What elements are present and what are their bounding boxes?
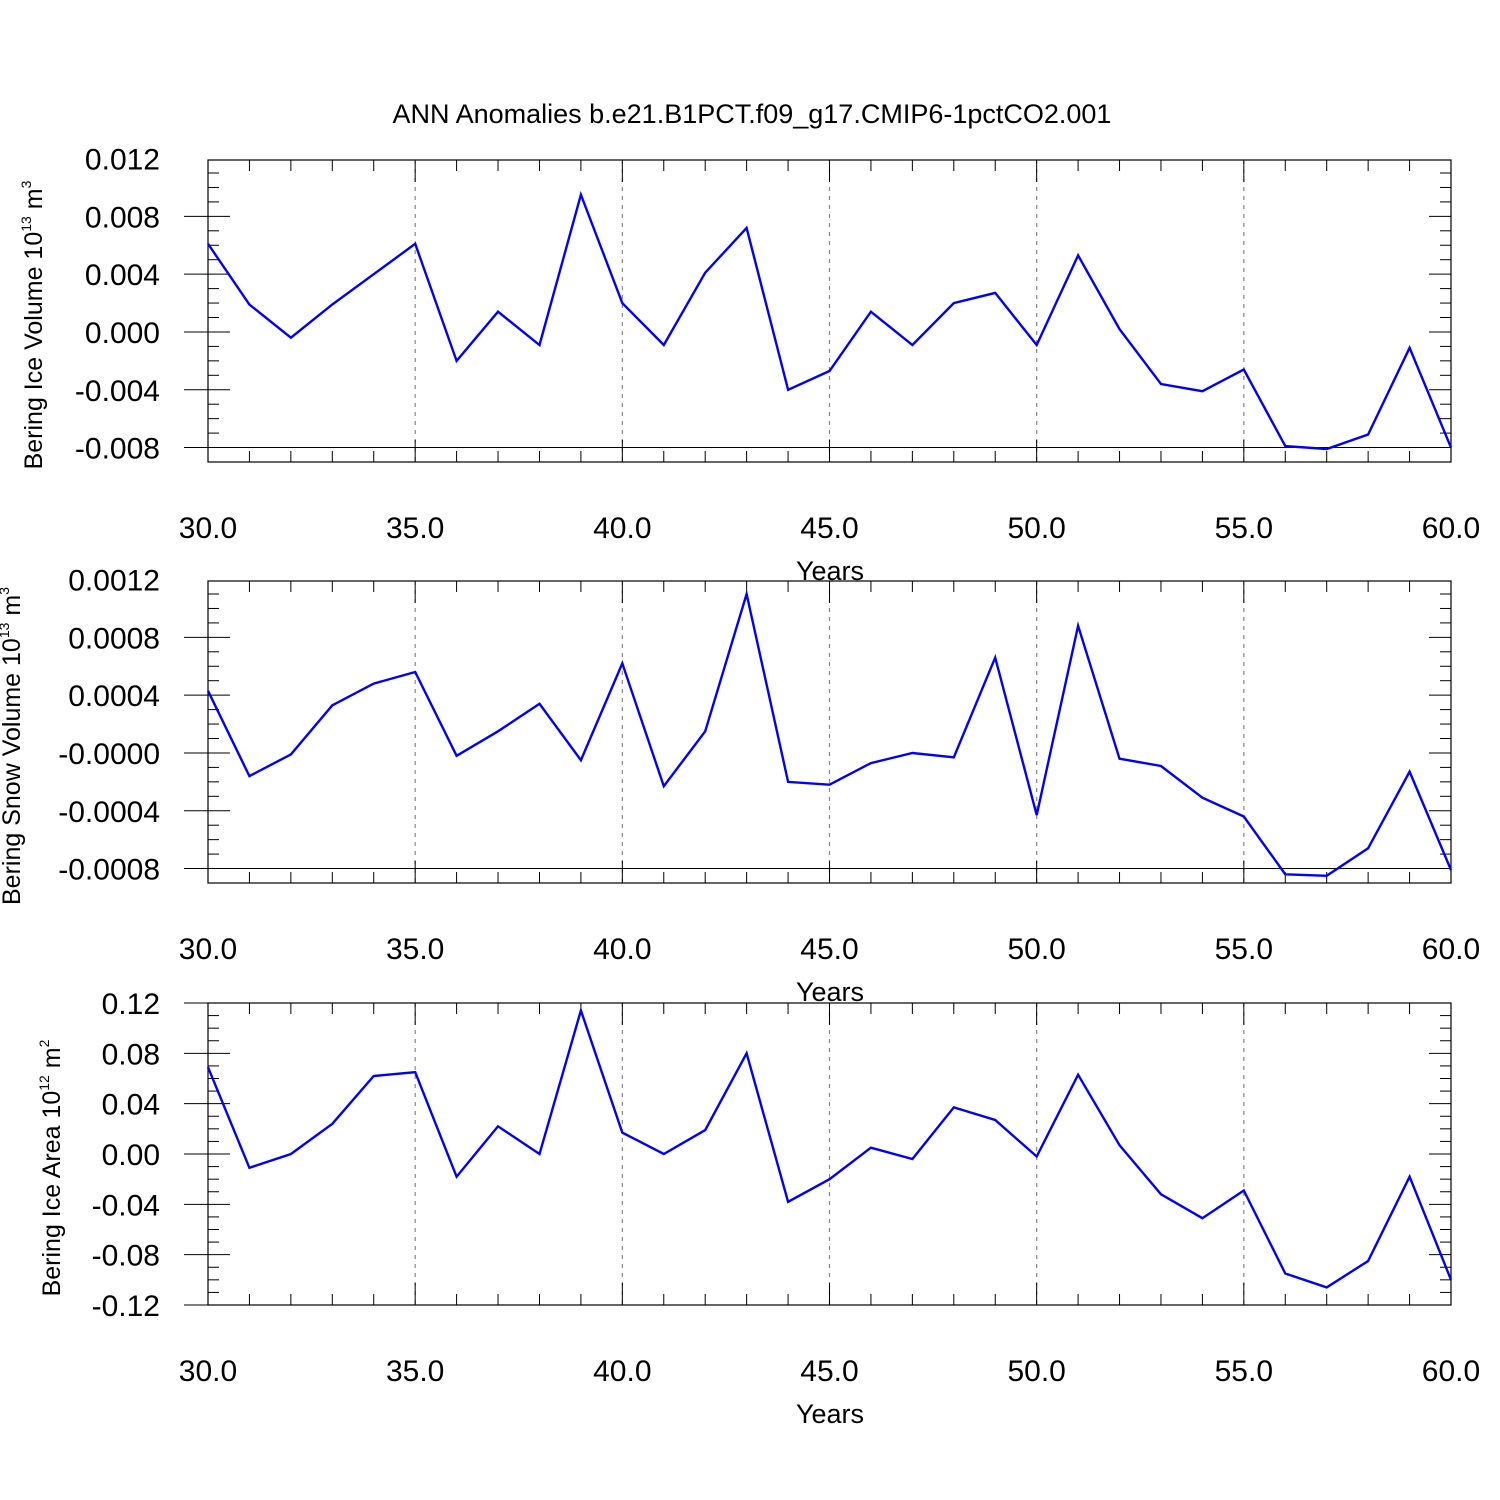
y-tick-label: -0.12 — [92, 1290, 160, 1323]
figure-title: ANN Anomalies b.e21.B1PCT.f09_g17.CMIP6-… — [393, 99, 1112, 129]
x-tick-label: 45.0 — [800, 512, 858, 545]
y-tick-label: -0.0004 — [58, 796, 160, 829]
y-axis-label: Bering Ice Volume 1013 m3 — [18, 180, 48, 469]
y-tick-label: 0.08 — [102, 1038, 160, 1071]
series-line — [207, 190, 1453, 451]
chart-panel-2: 30.0 35.0 40.0 45.0 50.0 55.0 60.0 0.0012 0.0008… — [0, 565, 1480, 1007]
x-tick-label: 50.0 — [1007, 1355, 1065, 1388]
y-tick-label: -0.04 — [92, 1189, 160, 1222]
x-tick-label: 30.0 — [179, 933, 237, 966]
x-tick-label: 40.0 — [593, 1355, 651, 1388]
x-tick-label: 35.0 — [386, 933, 444, 966]
y-tick-label: 0.04 — [102, 1089, 160, 1122]
y-tick-label: 0.004 — [85, 259, 160, 292]
x-tick-label: 35.0 — [386, 1355, 444, 1388]
y-tick-label: -0.0000 — [58, 738, 160, 771]
y-tick-label: 0.12 — [102, 988, 160, 1021]
chart-panel-3: 30.0 35.0 40.0 45.0 50.0 55.0 60.0 0.12 0.08 0.04… — [36, 988, 1480, 1429]
y-axis-label: Bering Ice Area 1012 m2 — [36, 1039, 66, 1296]
x-tick-label: 55.0 — [1215, 1355, 1273, 1388]
x-tick-label: 50.0 — [1007, 512, 1065, 545]
x-tick-label: 35.0 — [386, 512, 444, 545]
y-tick-label: 0.0004 — [68, 680, 160, 713]
y-tick-label: -0.004 — [75, 375, 160, 408]
x-axis-label: Years — [796, 1399, 864, 1429]
x-tick-label: 40.0 — [593, 512, 651, 545]
x-tick-label: 60.0 — [1422, 1355, 1480, 1388]
y-tick-label: 0.000 — [85, 317, 160, 350]
x-tick-label: 45.0 — [800, 933, 858, 966]
x-tick-label: 55.0 — [1215, 933, 1273, 966]
x-tick-label: 55.0 — [1215, 512, 1273, 545]
x-tick-label: 40.0 — [593, 933, 651, 966]
x-tick-label: 60.0 — [1422, 933, 1480, 966]
series-line — [206, 1006, 1453, 1289]
x-tick-label: 30.0 — [179, 1355, 237, 1388]
chart-panel-1: 30.0 35.0 40.0 45.0 50.0 55.0 60.0 0.012 0.008 0.… — [18, 144, 1480, 586]
y-tick-label: -0.008 — [75, 433, 160, 466]
x-tick-label: 30.0 — [179, 512, 237, 545]
y-axis-label: Bering Snow Volume 1013 m3 — [0, 587, 26, 905]
y-tick-label: -0.08 — [92, 1240, 160, 1273]
y-tick-label: 0.0012 — [68, 565, 160, 598]
chart-panels: 30.0 35.0 40.0 45.0 50.0 55.0 60.0 0.012 0.008 0.… — [0, 144, 1480, 1429]
series-line — [206, 589, 1453, 878]
y-tick-label: -0.0008 — [58, 854, 160, 887]
y-tick-label: 0.012 — [85, 144, 160, 177]
x-tick-label: 50.0 — [1007, 933, 1065, 966]
x-tick-label: 45.0 — [800, 1355, 858, 1388]
y-tick-label: 0.0008 — [68, 622, 160, 655]
y-tick-label: 0.00 — [102, 1139, 160, 1172]
x-axis-label: Years — [796, 977, 864, 1007]
y-tick-label: 0.008 — [85, 201, 160, 234]
x-tick-label: 60.0 — [1422, 512, 1480, 545]
